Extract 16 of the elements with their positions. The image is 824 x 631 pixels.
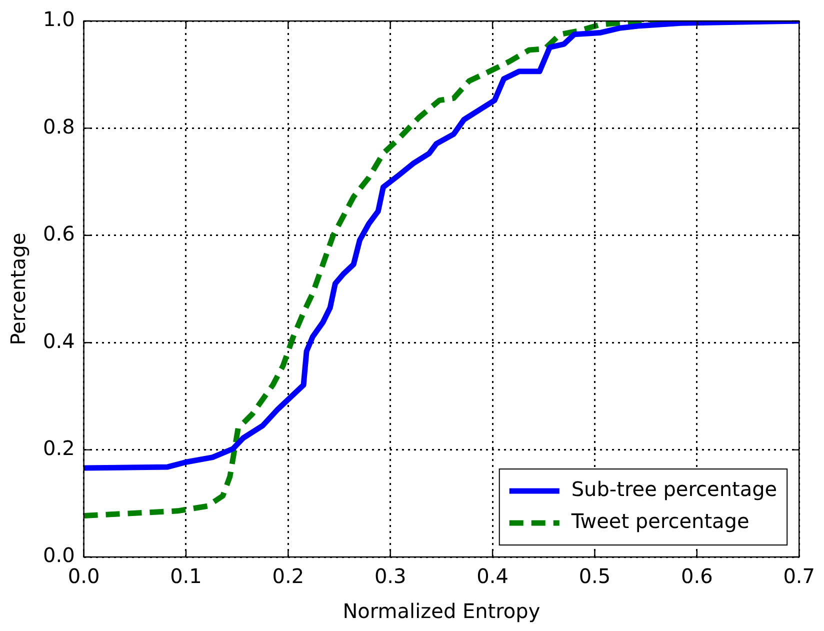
legend-label: Tweet percentage <box>570 509 750 534</box>
y-tick-label: 0.2 <box>42 436 75 460</box>
y-tick-label: 0.4 <box>42 328 75 353</box>
x-tick-label: 0.5 <box>578 564 611 588</box>
y-tick-label: 0.6 <box>42 222 75 246</box>
x-tick-label: 0.2 <box>272 564 304 588</box>
x-axis-title: Normalized Entropy <box>342 599 540 624</box>
x-tick-label: 0.3 <box>374 564 406 588</box>
x-tick-label: 0.1 <box>170 564 202 588</box>
y-tick-label: 0.8 <box>42 114 75 138</box>
x-tick-label: 0.6 <box>681 564 713 588</box>
x-tick-label: 0.4 <box>476 564 508 588</box>
legend-label: Sub-tree percentage <box>571 477 778 502</box>
y-axis-title: Percentage <box>6 232 30 346</box>
y-tick-label: 1.0 <box>42 7 75 32</box>
x-tick-label: 0.7 <box>783 564 816 588</box>
